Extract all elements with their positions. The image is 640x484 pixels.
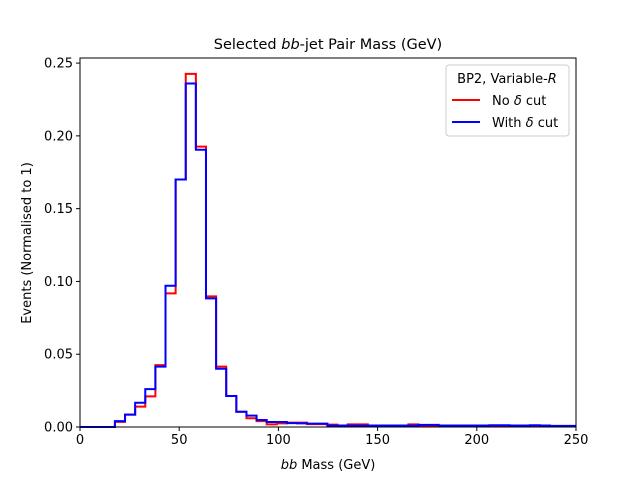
legend: BP2, Variable-R No δ cut With δ cut [445,64,570,137]
legend-box [445,64,570,137]
plot-frame [79,57,577,428]
y-axis-label: Events (Normalised to 1) [20,162,35,324]
series-layer [80,72,576,428]
chart-title: Selected bb-jet Pair Mass (GeV) [214,37,442,53]
y-tick-label: 0.20 [44,129,73,144]
legend-label-no-cut: No δ cut [492,94,546,109]
y-tick-label: 0.25 [44,57,73,72]
x-tick-label: 50 [171,433,188,448]
y-tick-label: 0.00 [44,421,73,436]
x-axis-label: bb Mass (GeV) [281,458,376,473]
series-with-delta-cut [80,82,576,428]
legend-label-with-cut: With δ cut [492,116,558,131]
x-tick-label: 150 [365,433,390,448]
y-axis: 0.00 0.05 0.10 0.15 0.20 0.25 [44,57,80,436]
y-tick-label: 0.15 [44,202,73,217]
x-tick-label: 100 [266,433,291,448]
y-tick-label: 0.10 [44,275,73,290]
legend-title: BP2, Variable-R [457,72,557,87]
x-tick-label: 200 [464,433,489,448]
x-tick-label: 250 [564,433,589,448]
y-tick-label: 0.05 [44,348,73,363]
x-tick-label: 0 [76,433,84,448]
x-axis: 0 50 100 150 200 250 [76,427,589,448]
